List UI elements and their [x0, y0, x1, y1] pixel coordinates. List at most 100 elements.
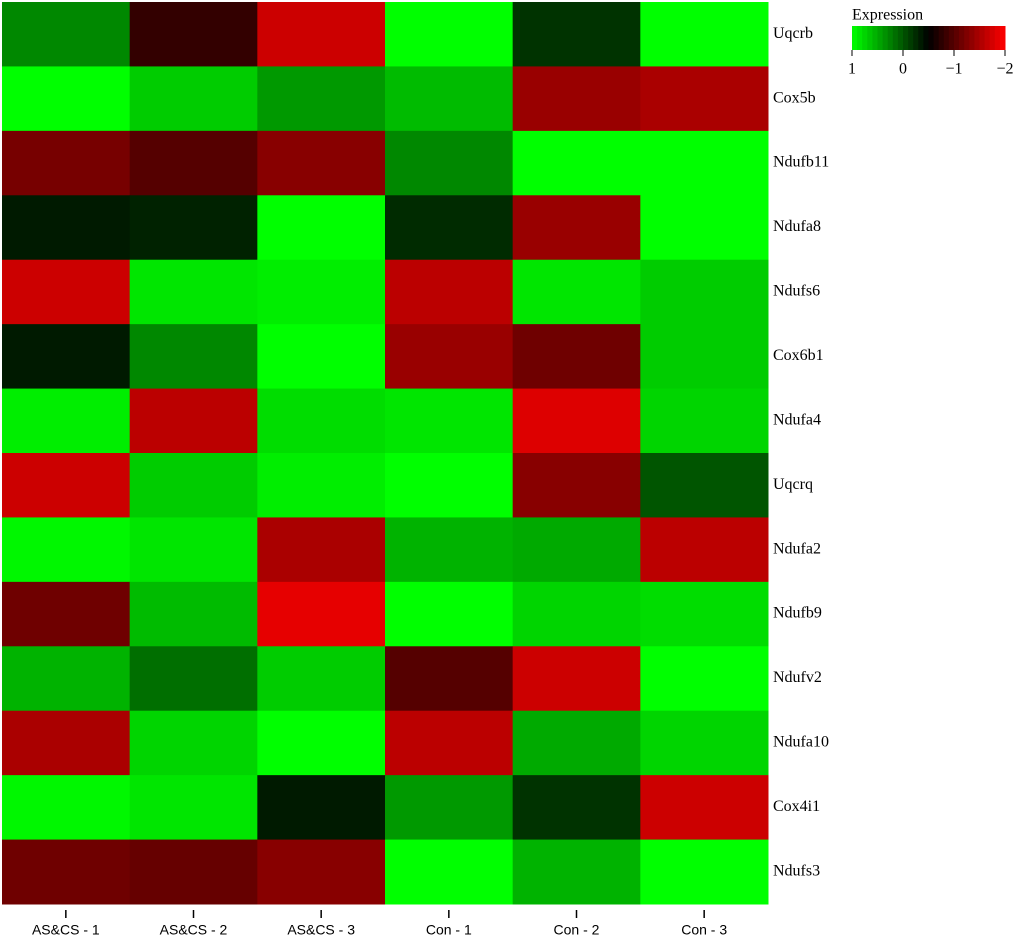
heat-cell	[512, 388, 641, 454]
x-tick-label: Con - 2	[554, 922, 600, 938]
heat-cell	[640, 839, 769, 905]
heat-cell	[512, 581, 641, 647]
heat-cell	[257, 710, 386, 776]
heat-cell	[385, 130, 514, 196]
heat-cell	[257, 581, 386, 647]
legend-swatch	[974, 26, 980, 50]
legend-swatch	[984, 26, 991, 50]
legend-title: Expression	[852, 7, 923, 24]
row-label: Ndufs3	[773, 862, 820, 879]
legend-swatch	[989, 26, 996, 50]
row-label: Ndufs6	[773, 283, 820, 300]
heat-cell	[640, 775, 769, 841]
legend-swatch	[923, 26, 929, 50]
legend-swatch	[928, 26, 935, 50]
legend-swatch	[969, 26, 975, 50]
row-label: Uqcrb	[773, 25, 813, 42]
legend-swatch	[938, 26, 945, 50]
heat-cell	[385, 324, 514, 390]
heat-cell	[385, 2, 514, 67]
heat-cell	[257, 2, 386, 67]
heat-cell	[129, 453, 258, 518]
row-label: Ndufv2	[773, 669, 822, 686]
legend-swatch	[852, 26, 858, 50]
legend-swatch	[903, 26, 909, 50]
heat-cell	[512, 66, 641, 132]
x-tick-label: AS&CS - 1	[32, 922, 100, 938]
heat-cell	[512, 324, 641, 390]
heat-cell	[385, 195, 514, 261]
legend-swatch	[892, 26, 899, 50]
heat-cell	[257, 130, 386, 196]
heat-cell	[257, 195, 386, 261]
x-tick-label: AS&CS - 3	[287, 922, 355, 938]
heat-cell	[640, 130, 769, 196]
heat-cell	[512, 2, 641, 67]
heat-cell	[640, 517, 769, 583]
heat-cell	[257, 839, 386, 905]
heat-cell	[257, 324, 386, 390]
row-label: Cox4i1	[773, 798, 820, 815]
heat-cell	[640, 66, 769, 132]
x-tick-label: Con - 3	[681, 922, 727, 938]
legend-tick-label: −1	[945, 61, 962, 78]
x-tick-label: AS&CS - 2	[160, 922, 228, 938]
heat-cell	[385, 517, 514, 583]
row-label: Cox6b1	[773, 347, 824, 364]
heat-cell	[2, 259, 131, 325]
heat-cell	[2, 839, 131, 905]
heat-cell	[129, 130, 258, 196]
heat-cell	[257, 453, 386, 518]
heat-cell	[129, 839, 258, 905]
heat-cell	[257, 66, 386, 132]
heat-cell	[129, 581, 258, 647]
heat-cell	[640, 581, 769, 647]
x-tick-label: Con - 1	[426, 922, 472, 938]
heat-cell	[385, 259, 514, 325]
row-label: Ndufb11	[773, 154, 829, 171]
heat-cell	[2, 388, 131, 454]
legend-swatch	[979, 26, 986, 50]
heat-cell	[257, 646, 386, 712]
heat-cell	[129, 259, 258, 325]
heat-cell	[257, 775, 386, 841]
heat-cell	[512, 839, 641, 905]
heat-cell	[385, 66, 514, 132]
legend-swatch	[857, 26, 863, 50]
legend-swatch	[913, 26, 919, 50]
heat-cell	[385, 710, 514, 776]
heat-cell	[640, 646, 769, 712]
legend-swatch	[964, 26, 970, 50]
row-label: Ndufa10	[773, 734, 829, 751]
heat-cell	[512, 710, 641, 776]
heat-cell	[129, 324, 258, 390]
heat-cell	[385, 839, 514, 905]
heat-cell	[257, 388, 386, 454]
legend-swatch	[877, 26, 884, 50]
heat-cell	[2, 453, 131, 518]
legend-swatch	[918, 26, 924, 50]
heat-cell	[512, 130, 641, 196]
heat-cell	[2, 66, 131, 132]
heat-cell	[512, 259, 641, 325]
legend-tick-label: 1	[848, 61, 856, 78]
legend-swatch	[943, 26, 950, 50]
legend-swatch	[954, 26, 960, 50]
heat-cell	[512, 775, 641, 841]
heat-cell	[512, 646, 641, 712]
heat-cell	[129, 646, 258, 712]
heat-cell	[2, 324, 131, 390]
heat-cell	[640, 324, 769, 390]
legend-swatch	[999, 26, 1006, 50]
row-label: Cox5b	[773, 89, 816, 106]
heat-cell	[2, 710, 131, 776]
heat-cell	[129, 2, 258, 67]
heat-cell	[512, 517, 641, 583]
legend-swatch	[994, 26, 1001, 50]
heat-cell	[640, 2, 769, 67]
legend-swatch	[897, 26, 904, 50]
heat-cell	[2, 195, 131, 261]
row-label: Ndufb9	[773, 605, 822, 622]
legend-swatch	[882, 26, 889, 50]
row-label: Ndufa4	[773, 411, 821, 428]
